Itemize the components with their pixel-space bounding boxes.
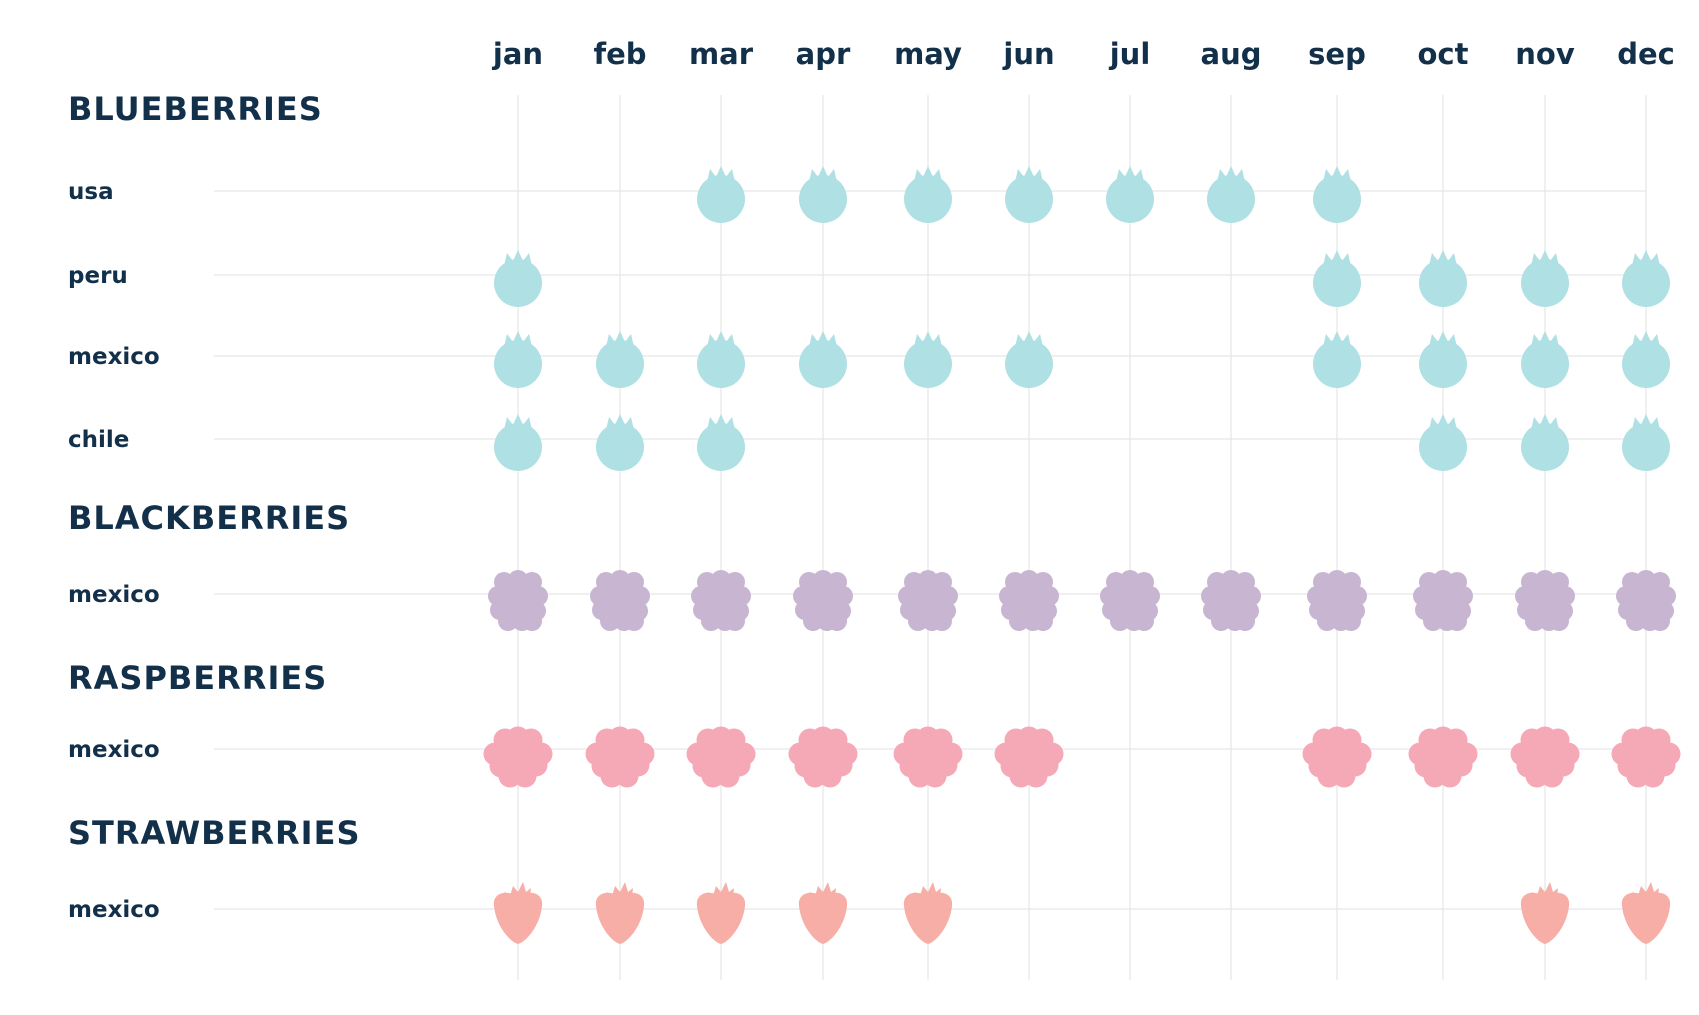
strawberry-mark-mexico-may xyxy=(903,882,953,944)
label-layer: jan feb mar apr may jun jul aug sep oct nov dec BLUE… xyxy=(68,37,1675,923)
blackberry-mark-mexico-dec xyxy=(1616,570,1676,631)
raspberry-mark-mexico-feb xyxy=(585,726,655,788)
raspberry-mark-mexico-oct xyxy=(1408,726,1478,788)
blueberry-mark-usa-apr xyxy=(799,166,847,223)
strawberry-mark-mexico-apr xyxy=(798,882,848,944)
raspberry-mark-mexico-jan xyxy=(483,726,553,788)
month-label-dec: dec xyxy=(1617,37,1675,71)
month-label-apr: apr xyxy=(796,37,851,71)
blueberry-mark-peru-sep xyxy=(1313,250,1361,307)
blueberry-mark-mexico-oct xyxy=(1419,331,1467,388)
blackberry-mark-mexico-oct xyxy=(1413,570,1473,631)
blueberry-mark-mexico-may xyxy=(904,331,952,388)
strawberry-mark-mexico-nov xyxy=(1520,882,1570,944)
strawberry-mark-mexico-dec xyxy=(1621,882,1671,944)
section-title-strawberries: STRAWBERRIES xyxy=(68,814,360,852)
blueberry-mark-chile-oct xyxy=(1419,414,1467,471)
strawberry-mark-mexico-mar xyxy=(696,882,746,944)
raspberry-mark-mexico-dec xyxy=(1611,726,1681,788)
blueberry-mark-mexico-apr xyxy=(799,331,847,388)
blueberry-mark-mexico-dec xyxy=(1622,331,1670,388)
section-title-blueberries: BLUEBERRIES xyxy=(68,90,323,128)
blueberry-mark-peru-dec xyxy=(1622,250,1670,307)
raspberry-mark-mexico-jun xyxy=(994,726,1064,788)
blackberry-mark-mexico-sep xyxy=(1307,570,1367,631)
raspberry-mark-mexico-apr xyxy=(788,726,858,788)
blackberry-mark-mexico-nov xyxy=(1515,570,1575,631)
blackberry-mark-mexico-feb xyxy=(590,570,650,631)
blueberry-mark-usa-jul xyxy=(1106,166,1154,223)
blackberry-mark-mexico-may xyxy=(898,570,958,631)
month-label-jul: jul xyxy=(1109,37,1151,71)
raspberry-mark-mexico-nov xyxy=(1510,726,1580,788)
blackberry-mark-mexico-jan xyxy=(488,570,548,631)
month-label-jan: jan xyxy=(492,37,543,71)
origin-label-blueberries-peru: peru xyxy=(68,263,128,289)
blackberry-mark-mexico-apr xyxy=(793,570,853,631)
month-label-mar: mar xyxy=(689,37,754,71)
blueberry-mark-mexico-feb xyxy=(596,331,644,388)
blueberry-mark-mexico-mar xyxy=(697,331,745,388)
blueberry-mark-chile-feb xyxy=(596,414,644,471)
blueberry-mark-mexico-jun xyxy=(1005,331,1053,388)
month-label-may: may xyxy=(894,37,962,71)
blueberry-mark-usa-jun xyxy=(1005,166,1053,223)
month-label-jun: jun xyxy=(1002,37,1054,71)
blueberry-mark-peru-jan xyxy=(494,250,542,307)
raspberry-mark-mexico-mar xyxy=(686,726,756,788)
section-title-blackberries: BLACKBERRIES xyxy=(68,499,350,537)
blueberry-mark-peru-oct xyxy=(1419,250,1467,307)
origin-label-strawberries-mexico: mexico xyxy=(68,897,160,923)
blueberry-mark-peru-nov xyxy=(1521,250,1569,307)
blackberry-mark-mexico-jul xyxy=(1100,570,1160,631)
blueberry-mark-usa-may xyxy=(904,166,952,223)
origin-label-blueberries-chile: chile xyxy=(68,427,129,453)
blueberry-mark-mexico-sep xyxy=(1313,331,1361,388)
blueberry-mark-usa-sep xyxy=(1313,166,1361,223)
blackberry-mark-mexico-jun xyxy=(999,570,1059,631)
strawberry-mark-mexico-jan xyxy=(493,882,543,944)
blackberry-mark-mexico-aug xyxy=(1201,570,1261,631)
month-label-oct: oct xyxy=(1418,37,1469,71)
grid-layer xyxy=(214,95,1647,980)
origin-label-blueberries-usa: usa xyxy=(68,179,114,205)
mark-layer xyxy=(483,166,1681,944)
blueberry-mark-usa-aug xyxy=(1207,166,1255,223)
blueberry-mark-chile-jan xyxy=(494,414,542,471)
raspberry-mark-mexico-sep xyxy=(1302,726,1372,788)
month-label-aug: aug xyxy=(1201,37,1262,71)
blueberry-mark-usa-mar xyxy=(697,166,745,223)
month-label-feb: feb xyxy=(593,37,646,71)
blueberry-mark-chile-mar xyxy=(697,414,745,471)
blueberry-mark-mexico-nov xyxy=(1521,331,1569,388)
blueberry-mark-chile-dec xyxy=(1622,414,1670,471)
blackberry-mark-mexico-mar xyxy=(691,570,751,631)
strawberry-mark-mexico-feb xyxy=(595,882,645,944)
month-label-sep: sep xyxy=(1308,37,1366,71)
section-title-raspberries: RASPBERRIES xyxy=(68,659,327,697)
origin-label-blackberries-mexico: mexico xyxy=(68,582,160,608)
month-label-nov: nov xyxy=(1515,37,1575,71)
origin-label-raspberries-mexico: mexico xyxy=(68,737,160,763)
origin-label-blueberries-mexico: mexico xyxy=(68,344,160,370)
blueberry-mark-chile-nov xyxy=(1521,414,1569,471)
raspberry-mark-mexico-may xyxy=(893,726,963,788)
blueberry-mark-mexico-jan xyxy=(494,331,542,388)
